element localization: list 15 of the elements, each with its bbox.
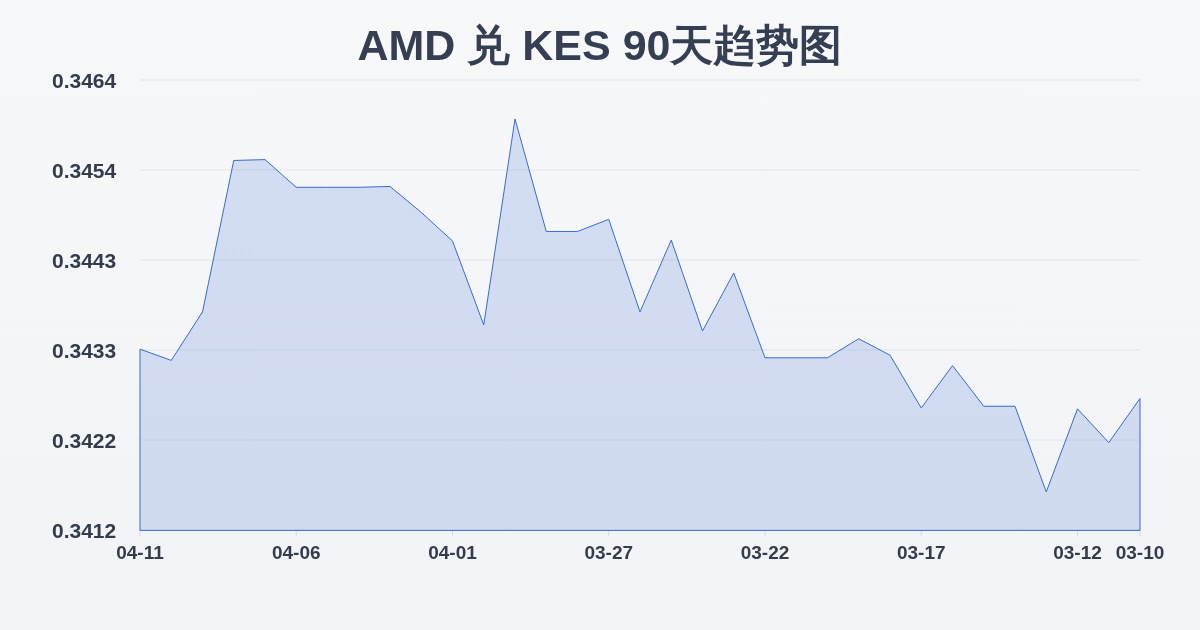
x-tick-label: 03-12 <box>1053 542 1102 563</box>
x-tick-label: 03-10 <box>1115 542 1165 563</box>
x-tick-label: 03-27 <box>584 542 634 563</box>
x-tick-label: 04-06 <box>271 542 321 563</box>
x-tick-label: 03-17 <box>896 542 946 563</box>
x-tick-label: 03-22 <box>740 542 790 563</box>
y-tick-label: 0.3422 <box>52 428 117 452</box>
y-tick-label: 0.3454 <box>52 158 117 182</box>
x-tick-label: 04-01 <box>428 542 478 563</box>
y-tick-label: 0.3443 <box>52 248 117 272</box>
x-tick-label: 04-11 <box>116 542 165 563</box>
y-tick-label: 0.3464 <box>52 68 117 92</box>
title: AMD 兑 KES 90天趋势图 <box>357 21 843 69</box>
y-tick-label: 0.3412 <box>52 518 117 542</box>
y-tick-label: 0.3433 <box>52 338 117 362</box>
